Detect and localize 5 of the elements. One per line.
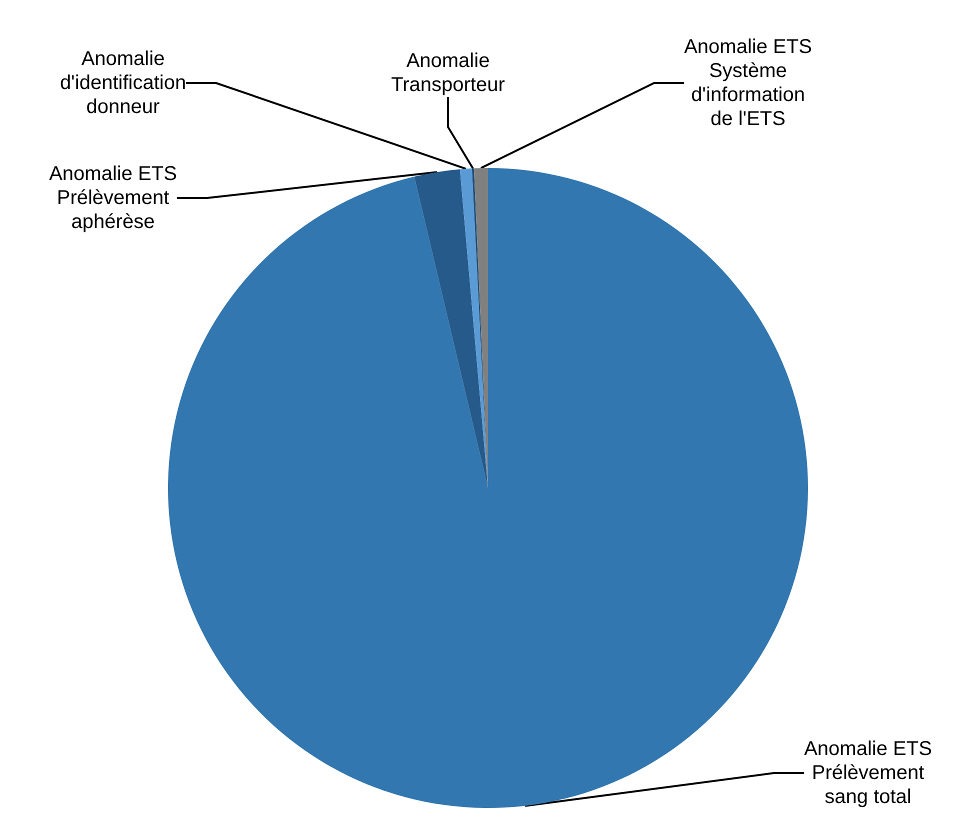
slice-label: Anomalie ETS Système d'information de l'ETS <box>684 36 812 130</box>
slice-label: Anomalie Transporteur <box>391 50 506 96</box>
slice-label: Anomalie d'identification donneur <box>60 48 186 118</box>
slice-label: Anomalie ETS Prélèvement sang total <box>804 738 932 808</box>
slice-label: Anomalie ETS Prélèvement aphérèse <box>49 163 177 233</box>
